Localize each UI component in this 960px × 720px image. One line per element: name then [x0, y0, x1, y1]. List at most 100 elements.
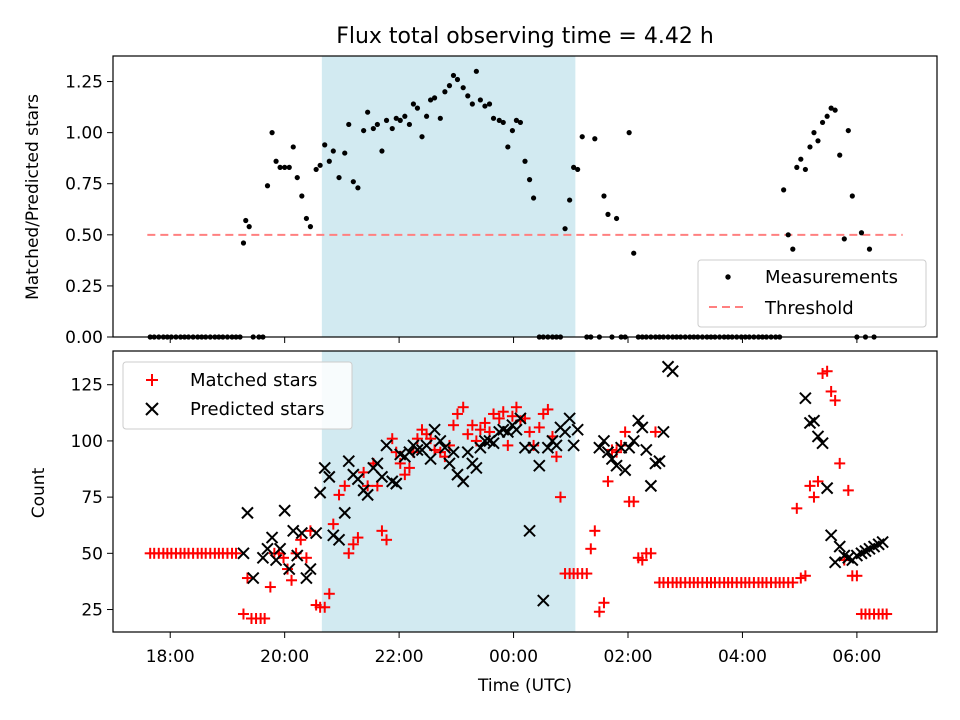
predicted-point	[816, 436, 829, 450]
predicted-point	[567, 439, 580, 452]
measurement-point	[383, 117, 390, 123]
measurement-point	[473, 68, 479, 74]
matched-point	[842, 484, 854, 496]
predicted-point	[828, 556, 842, 569]
matched-point	[300, 552, 312, 564]
measurement-point	[431, 95, 438, 101]
count-legend-box	[122, 361, 353, 430]
measurement-point	[346, 121, 352, 128]
predicted-point	[470, 461, 483, 475]
matched-point	[347, 538, 359, 550]
measurement-point	[264, 183, 271, 189]
predicted-point	[627, 434, 640, 448]
measurement-point	[858, 230, 865, 236]
predicted-point	[428, 423, 441, 436]
matched-point	[327, 518, 339, 530]
matched-point	[585, 543, 597, 555]
predicted-point	[304, 562, 317, 576]
predicted-point	[550, 439, 563, 452]
predicted-point	[527, 441, 540, 454]
matched-point	[479, 417, 491, 429]
measurement-point	[807, 144, 813, 150]
legend-matched-label: Matched stars	[190, 370, 317, 391]
predicted-point	[256, 551, 270, 565]
matched-point	[403, 462, 415, 474]
matched-point	[649, 426, 661, 438]
measurement-point	[811, 130, 817, 136]
matched-point	[278, 552, 290, 564]
measurement-point	[330, 148, 336, 154]
time-x-tick-label: 20:00	[260, 647, 309, 667]
predicted-point	[640, 443, 653, 457]
matched-point	[497, 406, 509, 418]
predicted-point	[420, 439, 433, 452]
measurement-point	[496, 117, 502, 123]
predicted-point	[456, 475, 470, 488]
measurement-point	[350, 179, 356, 185]
measurement-point	[243, 217, 249, 224]
time-x-tick-label: 02:00	[604, 647, 653, 667]
matched-point	[510, 401, 522, 413]
predicted-point	[291, 549, 304, 562]
measurement-point	[410, 101, 417, 107]
predicted-point	[424, 452, 437, 466]
measurement-point	[626, 130, 632, 136]
measurement-point	[313, 166, 319, 173]
measurement-point	[246, 224, 252, 230]
predicted-point	[269, 553, 283, 567]
measurement-point	[513, 117, 520, 123]
matched-point	[619, 426, 631, 438]
matched-point	[457, 401, 469, 413]
measurement-point	[490, 115, 497, 121]
matched-point	[550, 451, 562, 463]
predicted-point	[338, 506, 351, 520]
matched-point	[358, 466, 370, 478]
predicted-point	[807, 414, 821, 427]
measurement-point	[370, 125, 376, 132]
matched-point	[399, 469, 411, 481]
predicted-point	[273, 542, 287, 556]
count-y-axis: 25 50 75 100 125	[71, 376, 113, 621]
predicted-point	[380, 439, 393, 452]
measurement-point	[592, 136, 598, 142]
predicted-point	[474, 441, 487, 454]
predicted-point	[278, 504, 291, 517]
matched-point	[502, 439, 514, 451]
measurement-point	[866, 246, 873, 252]
observing-window-shade	[321, 351, 576, 632]
predicted-point	[323, 470, 336, 484]
predicted-point	[487, 436, 500, 450]
measurement-point	[613, 215, 620, 222]
measurement-point	[460, 85, 466, 91]
count-plot-frame	[112, 350, 938, 633]
predicted-point	[653, 454, 666, 468]
measurement-point	[845, 127, 851, 134]
measurement-point	[500, 119, 506, 126]
predicted-point	[332, 533, 346, 547]
predicted-point	[351, 472, 365, 486]
legend-matched-marker	[146, 374, 158, 386]
measurement-point	[815, 138, 821, 144]
measurement-point	[355, 185, 361, 191]
count-y-tick-label: 50	[81, 544, 103, 564]
matched-point	[237, 608, 249, 620]
matched-point	[645, 547, 657, 559]
predicted-point	[434, 434, 447, 448]
measurement-point	[819, 119, 826, 126]
matched-point	[821, 365, 833, 377]
measurement-point	[824, 113, 830, 119]
matched-point	[462, 428, 474, 440]
predicted-point	[443, 457, 456, 470]
measurement-point	[402, 113, 408, 119]
matched-point	[598, 597, 610, 609]
measurement-point	[286, 164, 292, 170]
predicted-point	[622, 441, 636, 454]
predicted-point	[632, 414, 645, 427]
predicted-point	[666, 365, 679, 378]
matched-point	[319, 601, 331, 613]
measurement-point	[849, 193, 855, 199]
ratio-y-axis-label: Matched/Predicted stars	[23, 94, 43, 300]
predicted-point	[241, 506, 254, 520]
predicted-point	[403, 445, 416, 459]
count-y-tick-label: 75	[81, 488, 103, 508]
